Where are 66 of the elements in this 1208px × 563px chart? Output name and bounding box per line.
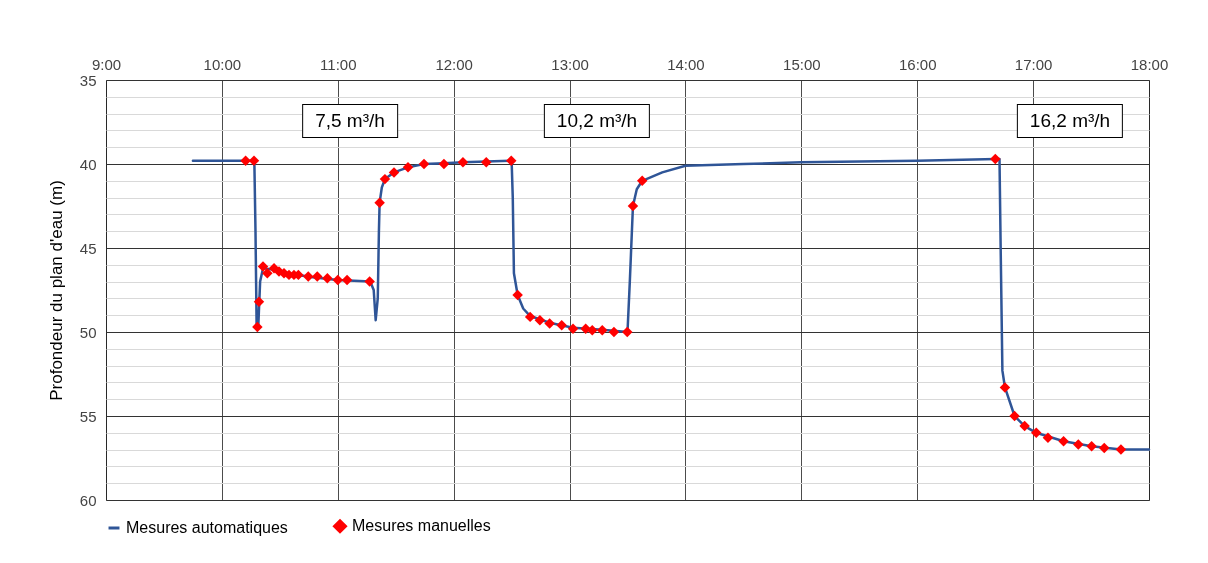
point (248, 155, 260, 166)
legend-label: Mesures manuelles (352, 517, 491, 535)
x-tick-label: 18:00 (1130, 55, 1169, 73)
point (1073, 439, 1084, 450)
y-tick-label: 35 (79, 71, 97, 89)
annotation: 16,2 m³/h (1016, 104, 1124, 138)
point (1099, 442, 1110, 454)
point (402, 162, 414, 173)
point (262, 267, 273, 279)
legend-label: Mesures automatiques (126, 519, 288, 536)
annotation: 7,5 m³/h (302, 104, 398, 138)
point (253, 296, 265, 307)
point (374, 197, 385, 208)
y-tick-label: 45 (79, 239, 97, 257)
point (302, 271, 314, 282)
y-axis-title: Profondeur du plan d'eau (m) (46, 180, 66, 401)
point (379, 173, 391, 185)
point (480, 157, 492, 168)
point (636, 175, 648, 187)
x-tick-label: 13:00 (551, 55, 589, 73)
point (608, 326, 620, 338)
x-tick-label: 10:00 (203, 55, 242, 73)
point (556, 320, 567, 331)
point (1031, 427, 1042, 439)
point (257, 261, 269, 272)
annotation: 10,2 m³/h (543, 104, 651, 138)
point (322, 273, 333, 284)
x-tick-label: 15:00 (783, 55, 821, 73)
point (596, 325, 608, 336)
point (544, 318, 555, 329)
x-tick-label: 12:00 (435, 55, 473, 73)
point (341, 274, 353, 286)
point (1042, 432, 1054, 444)
point (240, 155, 251, 166)
point (534, 315, 546, 326)
point (1009, 410, 1020, 422)
point (1019, 420, 1030, 432)
y-tick-label: 50 (79, 323, 97, 341)
point (312, 271, 323, 282)
y-tick-label: 40 (79, 155, 97, 173)
x-tick-label: 9:00 (91, 55, 122, 73)
point (1086, 441, 1097, 452)
point (438, 158, 450, 170)
point (1115, 444, 1127, 455)
point (418, 158, 430, 170)
point (512, 289, 523, 301)
point (1058, 435, 1069, 447)
point (364, 276, 375, 287)
x-tick-label: 14:00 (667, 55, 705, 73)
point (587, 325, 598, 336)
x-tick-label: 17:00 (1014, 55, 1053, 73)
point (524, 311, 536, 323)
point (332, 274, 344, 286)
point (627, 200, 639, 212)
point (457, 157, 469, 168)
point (506, 155, 517, 166)
x-tick-label: 11:00 (320, 55, 357, 73)
y-tick-label: 60 (79, 491, 97, 509)
point (388, 167, 400, 178)
y-tick-label: 55 (79, 407, 97, 425)
x-tick-label: 16:00 (898, 55, 937, 73)
point (622, 326, 633, 338)
point (999, 382, 1011, 393)
point (990, 153, 1001, 165)
point (567, 323, 579, 334)
point (252, 321, 263, 333)
